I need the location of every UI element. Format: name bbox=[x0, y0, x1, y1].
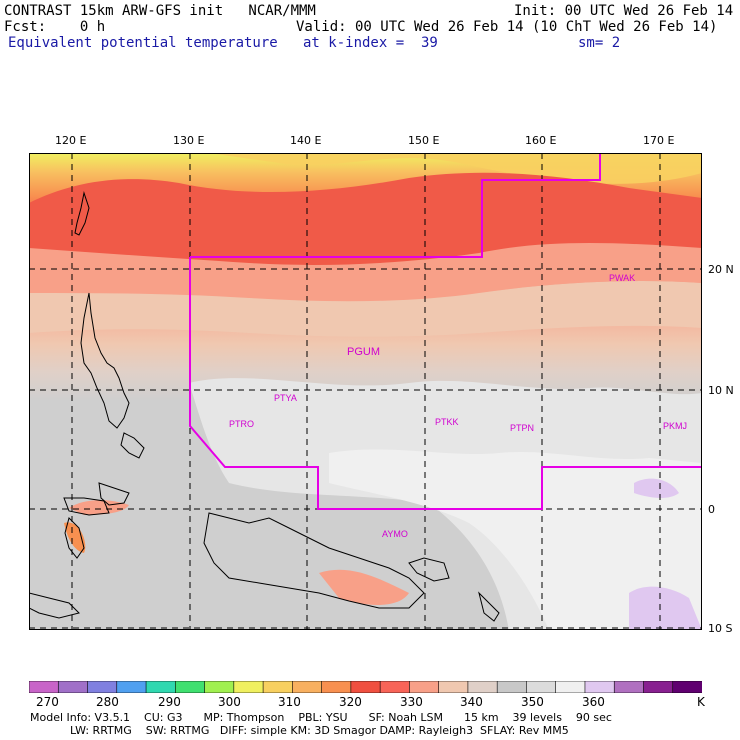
colorbar-swatch bbox=[643, 681, 674, 693]
colorbar-label: 290 bbox=[158, 695, 181, 709]
warm-patch-3 bbox=[319, 569, 409, 605]
lon-label-160e: 160 E bbox=[525, 134, 557, 147]
colorbar-swatch bbox=[29, 681, 60, 693]
colorbar-swatch bbox=[145, 681, 177, 693]
colorbar-label: 320 bbox=[339, 695, 362, 709]
colorbar-swatch bbox=[321, 681, 352, 693]
colorbar-swatch bbox=[87, 681, 118, 693]
map-frame bbox=[29, 153, 702, 630]
luzon-coast bbox=[80, 292, 130, 429]
colorbar-swatch bbox=[526, 681, 557, 693]
sulawesi-south bbox=[64, 517, 85, 559]
lon-label-140e: 140 E bbox=[290, 134, 322, 147]
colorbar-label: 360 bbox=[582, 695, 605, 709]
station-label: AYMO bbox=[382, 529, 408, 539]
colorbar-swatch bbox=[292, 681, 323, 693]
warm-patch-1 bbox=[69, 500, 129, 515]
colorbar-unit: K bbox=[697, 695, 705, 709]
colorbar-label: 340 bbox=[460, 695, 483, 709]
colorbar-swatch bbox=[262, 681, 294, 693]
valid-time: Valid: 00 UTC Wed 26 Feb 14 (10 ChT Wed … bbox=[296, 19, 718, 35]
theta-e-map: PWAK PGUM PTYA PTRO PTKK PTPN PKMJ AYMO bbox=[29, 153, 702, 630]
colorbar-swatch bbox=[204, 681, 235, 693]
colorbar-label: 270 bbox=[36, 695, 59, 709]
lat-label-20n: 20 N bbox=[708, 263, 734, 276]
forecast-hour: Fcst: 0 h bbox=[4, 19, 106, 35]
init-time: Init: 00 UTC Wed 26 Feb 14 bbox=[514, 3, 734, 19]
model-info-line1: Model Info: V3.5.1 CU: G3 MP: Thompson P… bbox=[30, 711, 612, 724]
new-britain-coast bbox=[408, 557, 450, 582]
colorbar-swatch bbox=[613, 681, 645, 693]
station-label: PKMJ bbox=[663, 421, 687, 431]
colorbar-swatch bbox=[116, 681, 147, 693]
colorbar-label: 350 bbox=[521, 695, 544, 709]
colorbar-label: 280 bbox=[96, 695, 119, 709]
station-label: PTRO bbox=[229, 419, 254, 429]
purple-patch-1 bbox=[634, 478, 679, 498]
solomon-coast bbox=[478, 591, 500, 622]
colorbar-swatch bbox=[57, 681, 89, 693]
colorbar-swatch bbox=[175, 681, 206, 693]
boundary-north bbox=[190, 153, 601, 258]
band-345 bbox=[29, 281, 702, 337]
lat-label-10n: 10 N bbox=[708, 384, 734, 397]
colorbar-swatch bbox=[379, 681, 411, 693]
band-330 bbox=[29, 172, 702, 265]
station-label: PWAK bbox=[609, 273, 635, 283]
purple-patch-2 bbox=[629, 586, 702, 630]
timor-coast bbox=[29, 592, 80, 619]
colorbar-swatch bbox=[467, 681, 498, 693]
station-label: PTPN bbox=[510, 423, 534, 433]
coastlines bbox=[29, 191, 500, 622]
model-info-line2: LW: RRTMG SW: RRTMG DIFF: simple KM: 3D … bbox=[70, 724, 569, 737]
colorbar-swatch bbox=[555, 681, 586, 693]
colorbar-label: 310 bbox=[278, 695, 301, 709]
band-340 bbox=[29, 243, 702, 302]
lon-label-170e: 170 E bbox=[643, 134, 675, 147]
graticule bbox=[29, 153, 702, 630]
colorbar-swatch bbox=[233, 681, 264, 693]
station-label: PGUM bbox=[347, 346, 380, 358]
lon-label-150e: 150 E bbox=[408, 134, 440, 147]
lat-label-0: 0 bbox=[708, 503, 715, 516]
lon-label-130e: 130 E bbox=[173, 134, 205, 147]
band-360 bbox=[329, 449, 702, 630]
colorbar-label: 300 bbox=[218, 695, 241, 709]
colorbar-swatch bbox=[672, 681, 702, 693]
colorbar-swatch bbox=[438, 681, 469, 693]
lon-label-120e: 120 E bbox=[55, 134, 87, 147]
boundary-south bbox=[189, 257, 702, 510]
lat-label-10s: 10 S bbox=[708, 622, 733, 635]
station-label: PTKK bbox=[435, 417, 459, 427]
sulawesi-north bbox=[63, 497, 110, 516]
field-name: Equivalent potential temperature bbox=[8, 35, 278, 51]
station-label: PTYA bbox=[274, 393, 297, 403]
smoothing: sm= 2 bbox=[578, 35, 621, 51]
colorbar-swatch bbox=[409, 681, 440, 693]
level-index: at k-index = 39 bbox=[303, 35, 438, 51]
visayas-coast bbox=[120, 432, 145, 459]
colorbar-swatch bbox=[496, 681, 528, 693]
mindanao-coast bbox=[98, 482, 130, 506]
model-title: CONTRAST 15km ARW-GFS init NCAR/MMM bbox=[4, 3, 316, 19]
new-guinea-coast bbox=[203, 512, 425, 609]
colorbar bbox=[29, 681, 702, 693]
colorbar-swatch bbox=[584, 681, 616, 693]
taiwan-coast bbox=[74, 191, 90, 236]
colorbar-swatch bbox=[350, 681, 381, 693]
colorbar-label: 330 bbox=[400, 695, 423, 709]
